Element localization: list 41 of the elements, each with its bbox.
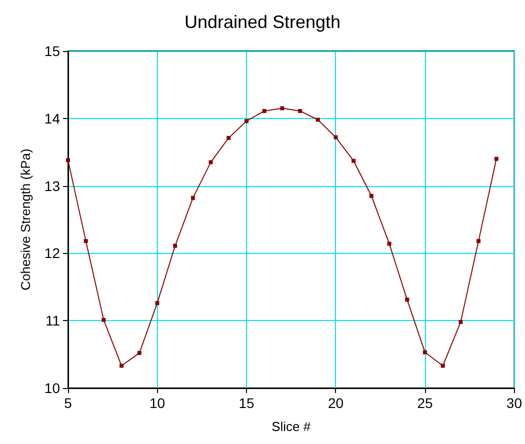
point <box>387 242 392 246</box>
y-tick-label: 13 <box>44 178 60 194</box>
y-tick-label: 10 <box>44 380 60 396</box>
point <box>226 136 231 140</box>
point <box>369 194 374 198</box>
point <box>190 196 195 200</box>
point <box>66 158 70 162</box>
x-axis-title: Slice # <box>272 419 312 434</box>
x-tick-label: 25 <box>417 395 433 411</box>
line-series <box>66 106 498 368</box>
x-tick-label: 20 <box>328 395 344 411</box>
x-tick-label: 10 <box>149 395 166 411</box>
point <box>280 106 284 110</box>
point <box>476 239 481 244</box>
point <box>494 156 498 161</box>
point <box>334 135 338 140</box>
point <box>208 160 213 164</box>
point <box>173 244 178 248</box>
y-tick-label: 14 <box>44 110 60 126</box>
point <box>155 301 160 306</box>
point <box>120 364 124 368</box>
y-tick-label: 11 <box>45 312 60 329</box>
point <box>458 320 463 324</box>
x-tick-label: 30 <box>506 395 522 411</box>
chart-title: Undrained Strength <box>184 12 341 32</box>
point <box>440 364 445 368</box>
point <box>137 350 142 355</box>
point <box>102 318 106 322</box>
point <box>352 158 356 163</box>
x-tick-label: 15 <box>238 395 254 411</box>
point <box>298 108 302 113</box>
point <box>244 119 248 124</box>
point <box>262 108 266 113</box>
point <box>84 239 88 244</box>
y-tick-label: 12 <box>44 245 60 262</box>
y-axis-title: Cohesive Strength (kPa) <box>18 148 33 290</box>
point <box>422 350 427 354</box>
y-tick-label: 15 <box>44 43 60 59</box>
point <box>405 298 410 302</box>
x-tick-label: 5 <box>64 395 72 411</box>
point <box>316 118 320 122</box>
